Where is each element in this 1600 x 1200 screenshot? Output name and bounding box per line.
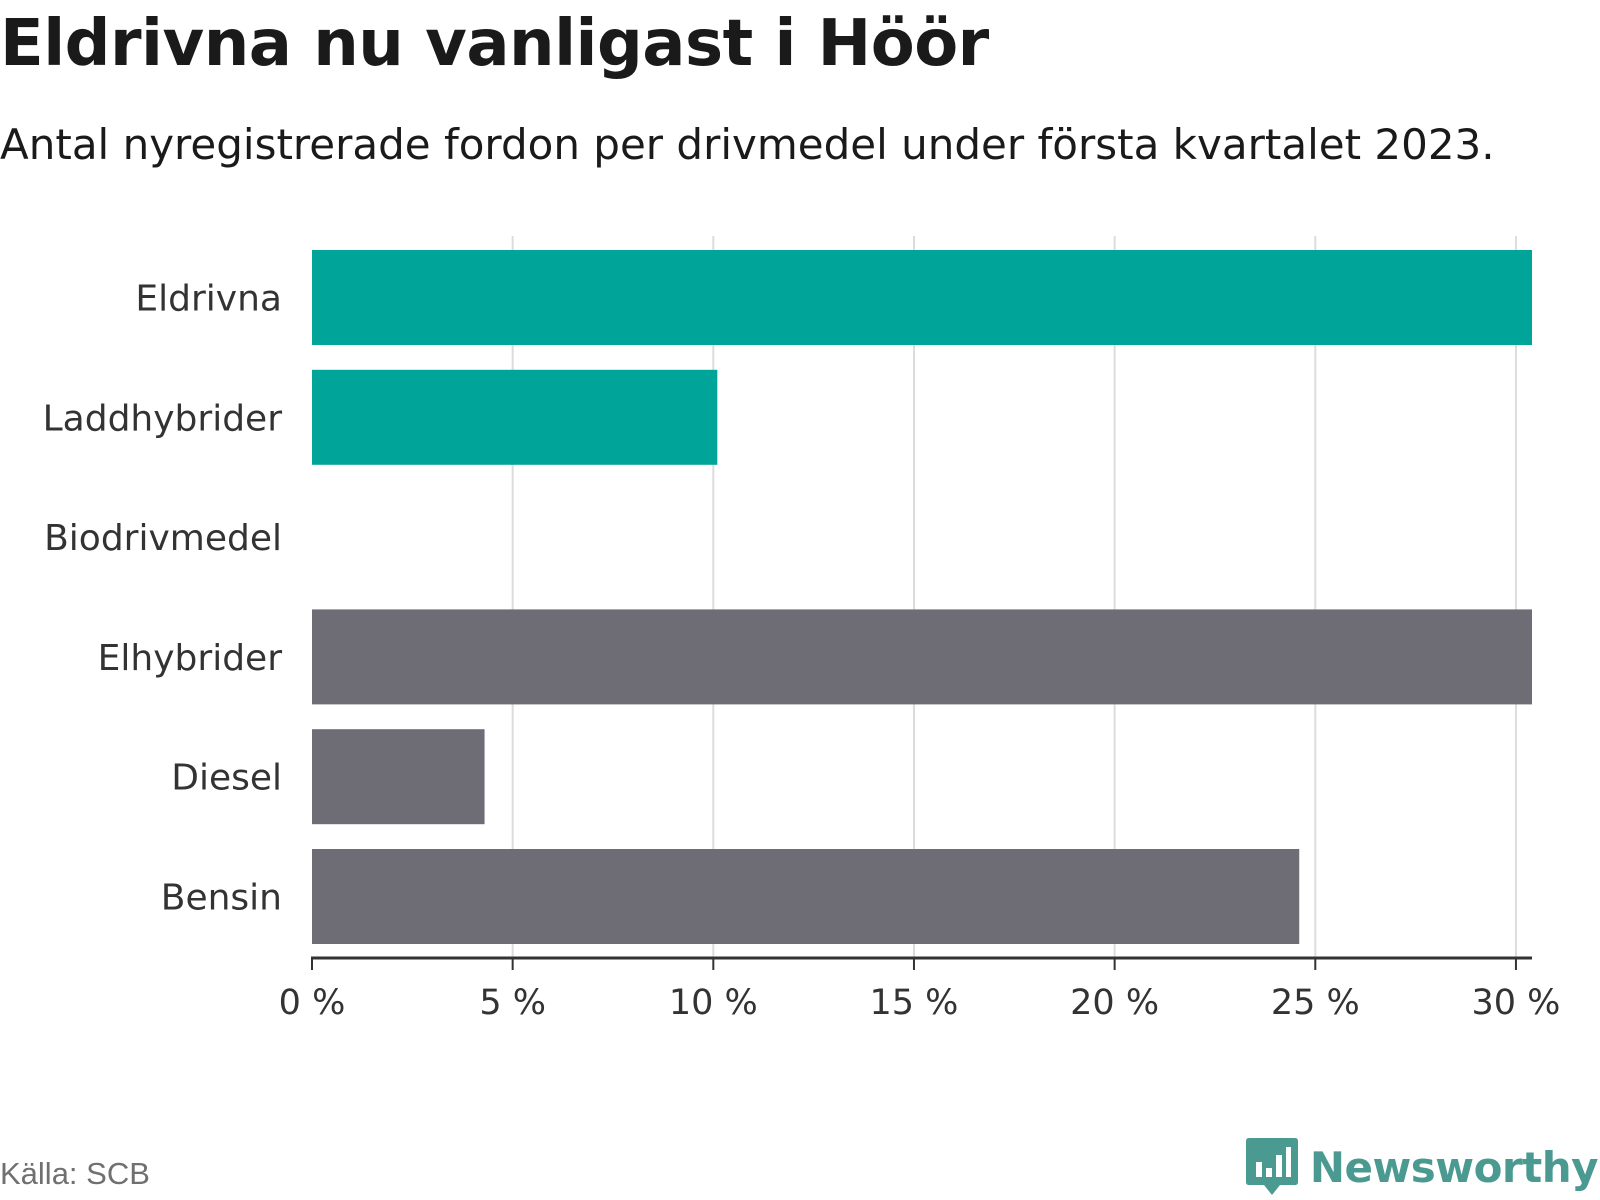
source-note: Källa: SCB	[0, 1156, 150, 1191]
x-tick-label: 30 %	[1471, 983, 1560, 1023]
category-label: Diesel	[171, 758, 282, 799]
category-label: Bensin	[161, 878, 282, 919]
bar-diesel	[312, 729, 485, 825]
chart-title: Eldrivna nu vanligast i Höör	[0, 7, 989, 81]
brand-name: Newsworthy	[1309, 1142, 1599, 1192]
category-label: Eldrivna	[135, 279, 282, 320]
brand-logo: Newsworthy	[1245, 1138, 1599, 1196]
bars	[312, 250, 1532, 944]
x-tick-label: 20 %	[1070, 983, 1159, 1023]
x-tick-label: 25 %	[1271, 983, 1360, 1023]
x-tick-label: 5 %	[479, 983, 546, 1023]
bar-chart: Eldrivna Laddhybrider Biodrivmedel Elhybrid…	[43, 236, 1560, 1023]
x-tick-label: 0 %	[279, 983, 346, 1023]
bar-chart-logo-icon	[1245, 1138, 1298, 1195]
bar-eldrivna	[312, 250, 1532, 345]
x-axis: 0 % 5 % 10 % 15 % 20 % 25 % 30 %	[279, 956, 1560, 1023]
bar-bensin	[312, 849, 1300, 944]
x-tick-label: 15 %	[870, 983, 959, 1023]
chart-subtitle: Antal nyregistrerade fordon per drivmede…	[0, 120, 1495, 169]
category-labels: Eldrivna Laddhybrider Biodrivmedel Elhybrid…	[43, 279, 283, 919]
x-tick-label: 10 %	[669, 983, 758, 1023]
category-label: Elhybrider	[98, 638, 283, 679]
bar-laddhybrider	[312, 369, 718, 465]
category-label: Laddhybrider	[43, 398, 283, 439]
bar-elhybrider	[312, 609, 1532, 705]
grid-lines	[511, 236, 1517, 958]
category-label: Biodrivmedel	[44, 518, 282, 559]
